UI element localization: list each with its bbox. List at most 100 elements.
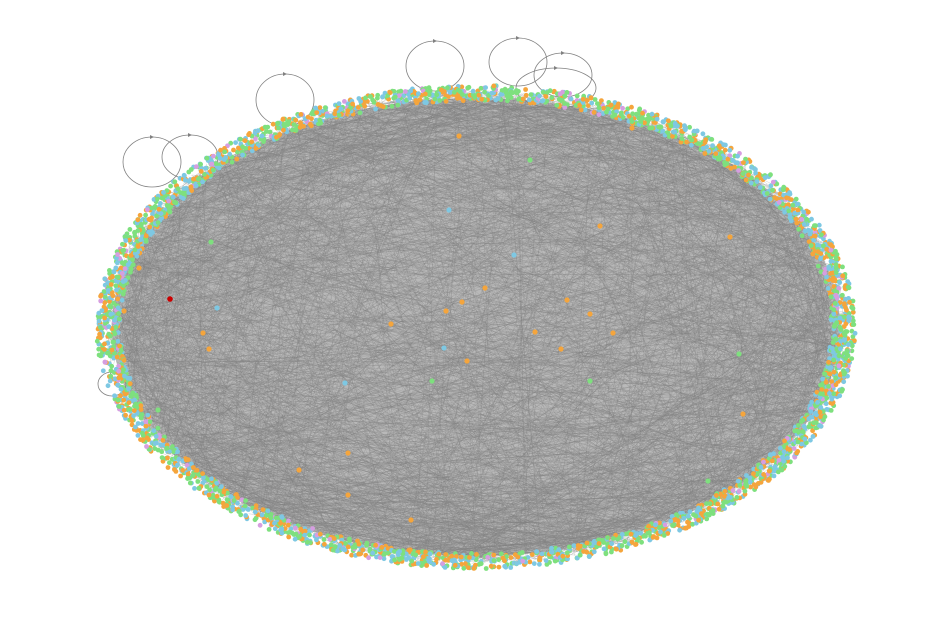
graph-node <box>114 260 120 266</box>
graph-node <box>822 371 828 377</box>
graph-node <box>500 555 506 561</box>
graph-node <box>795 428 801 434</box>
graph-node <box>392 94 398 100</box>
graph-node <box>769 458 775 464</box>
graph-node <box>761 459 766 465</box>
graph-node <box>206 346 212 352</box>
graph-node <box>825 286 831 291</box>
graph-node <box>138 403 144 409</box>
graph-node <box>749 165 754 170</box>
graph-node <box>195 471 201 477</box>
graph-node <box>116 375 122 381</box>
graph-node <box>596 112 602 117</box>
graph-node <box>114 354 120 360</box>
graph-node <box>139 412 145 417</box>
graph-node <box>380 94 386 100</box>
graph-node <box>96 346 102 352</box>
graph-node <box>727 153 733 159</box>
graph-node <box>243 146 249 151</box>
graph-node <box>324 113 330 119</box>
graph-node <box>578 107 584 113</box>
graph-node <box>446 207 452 213</box>
graph-node <box>647 537 653 543</box>
graph-node <box>347 536 352 542</box>
graph-node <box>804 440 809 446</box>
graph-node <box>808 409 814 414</box>
graph-node <box>210 167 216 173</box>
graph-node <box>543 94 549 99</box>
graph-node <box>139 430 145 436</box>
graph-node <box>685 519 690 525</box>
graph-node <box>112 376 118 382</box>
graph-node <box>808 243 814 248</box>
graph-node <box>119 297 125 303</box>
graph-node <box>272 526 278 532</box>
graph-node <box>722 488 728 494</box>
graph-node <box>678 139 684 145</box>
graph-node <box>415 561 421 566</box>
graph-node <box>363 95 368 101</box>
graph-node <box>465 565 471 571</box>
graph-node <box>149 205 155 211</box>
graph-node <box>629 539 635 545</box>
graph-node <box>582 107 588 113</box>
graph-node <box>292 536 298 542</box>
graph-node <box>849 356 855 361</box>
graph-node <box>121 407 127 413</box>
graph-node <box>160 437 166 443</box>
graph-node <box>278 520 283 526</box>
graph-node <box>810 428 815 434</box>
graph-node <box>155 407 161 413</box>
graph-node <box>131 413 137 419</box>
graph-node <box>200 330 206 336</box>
graph-node <box>114 287 119 293</box>
graph-node <box>135 244 141 249</box>
graph-node <box>94 338 100 344</box>
graph-node <box>366 555 371 561</box>
graph-node <box>841 379 847 385</box>
graph-node <box>380 104 386 110</box>
graph-node <box>442 565 448 570</box>
graph-node <box>364 540 370 546</box>
graph-node <box>747 479 753 485</box>
graph-node <box>520 96 526 102</box>
graph-node <box>301 123 306 129</box>
self-loop-arrowhead <box>554 66 558 70</box>
graph-node <box>625 106 631 112</box>
graph-node <box>122 266 128 272</box>
graph-node <box>620 105 625 111</box>
graph-node <box>554 102 560 108</box>
graph-node <box>427 551 433 557</box>
graph-node <box>566 544 572 550</box>
graph-node <box>270 121 276 127</box>
graph-node <box>140 437 146 443</box>
graph-node <box>235 500 240 506</box>
graph-node <box>464 358 470 364</box>
graph-node <box>812 233 818 239</box>
graph-node <box>817 423 822 429</box>
graph-node <box>556 547 562 553</box>
graph-node <box>108 311 114 317</box>
graph-node <box>434 92 440 98</box>
graph-node <box>704 516 710 522</box>
graph-node <box>810 251 816 257</box>
graph-node <box>172 179 178 185</box>
graph-node <box>167 460 172 466</box>
graph-node <box>119 271 125 276</box>
graph-node <box>828 258 834 264</box>
graph-node <box>634 111 639 117</box>
graph-node <box>434 556 439 562</box>
graph-node <box>457 95 463 101</box>
graph-node <box>213 485 219 491</box>
graph-node <box>705 478 711 484</box>
graph-node <box>770 179 776 185</box>
graph-node <box>111 269 117 274</box>
graph-node <box>239 497 245 503</box>
graph-node <box>496 564 502 570</box>
graph-node <box>187 466 192 471</box>
graph-node <box>623 531 629 537</box>
graph-node <box>736 351 742 357</box>
graph-node <box>808 437 813 443</box>
graph-node <box>782 209 788 215</box>
graph-node <box>781 458 786 464</box>
